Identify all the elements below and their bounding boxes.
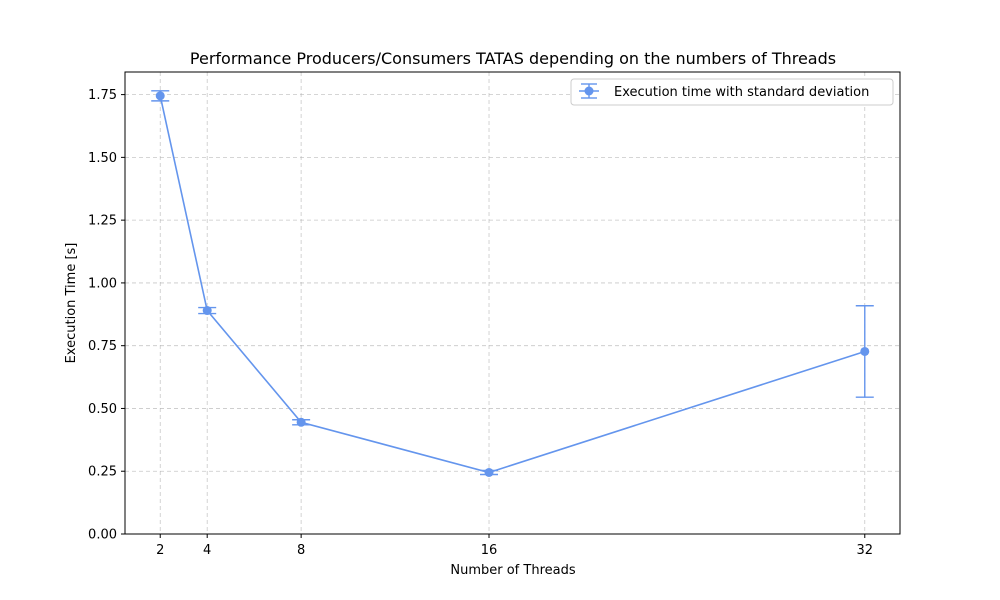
- y-tick-label: 0.25: [88, 465, 117, 480]
- y-tick-label: 1.75: [88, 88, 117, 103]
- legend-marker: [579, 83, 599, 99]
- y-tick-label: 0.00: [88, 528, 117, 543]
- plot-frame: [124, 71, 901, 535]
- x-tick-label: 16: [481, 543, 498, 558]
- series-layer: [151, 90, 874, 477]
- chart-title: Performance Producers/Consumers TATAS de…: [190, 49, 836, 68]
- x-tick-label: 32: [856, 543, 873, 558]
- y-axis-label: Execution Time [s]: [64, 243, 79, 364]
- data-point: [202, 306, 212, 316]
- y-tick-label: 1.25: [88, 214, 117, 229]
- data-point: [296, 417, 306, 427]
- x-tick-label: 2: [156, 543, 164, 558]
- grid-lines: [125, 72, 900, 535]
- data-point: [860, 346, 870, 356]
- y-tick-label: 1.00: [88, 276, 117, 291]
- axis-ticks: 2 4 8 16 32 0.00 0.25 0.50 0.75 1.00 1.25 1.50 1.75: [88, 88, 873, 558]
- y-tick-label: 1.50: [88, 151, 117, 166]
- legend-label: Execution time with standard deviation: [614, 85, 869, 100]
- data-point: [155, 91, 165, 101]
- x-tick-label: 4: [203, 543, 211, 558]
- legend-box: [570, 78, 894, 106]
- legend-point: [584, 86, 594, 96]
- legend: Execution time with standard deviation: [570, 78, 894, 106]
- x-axis-label: Number of Threads: [450, 563, 575, 578]
- y-tick-label: 0.75: [88, 339, 117, 354]
- y-tick-label: 0.50: [88, 402, 117, 417]
- data-point: [484, 467, 494, 477]
- x-tick-label: 8: [297, 543, 305, 558]
